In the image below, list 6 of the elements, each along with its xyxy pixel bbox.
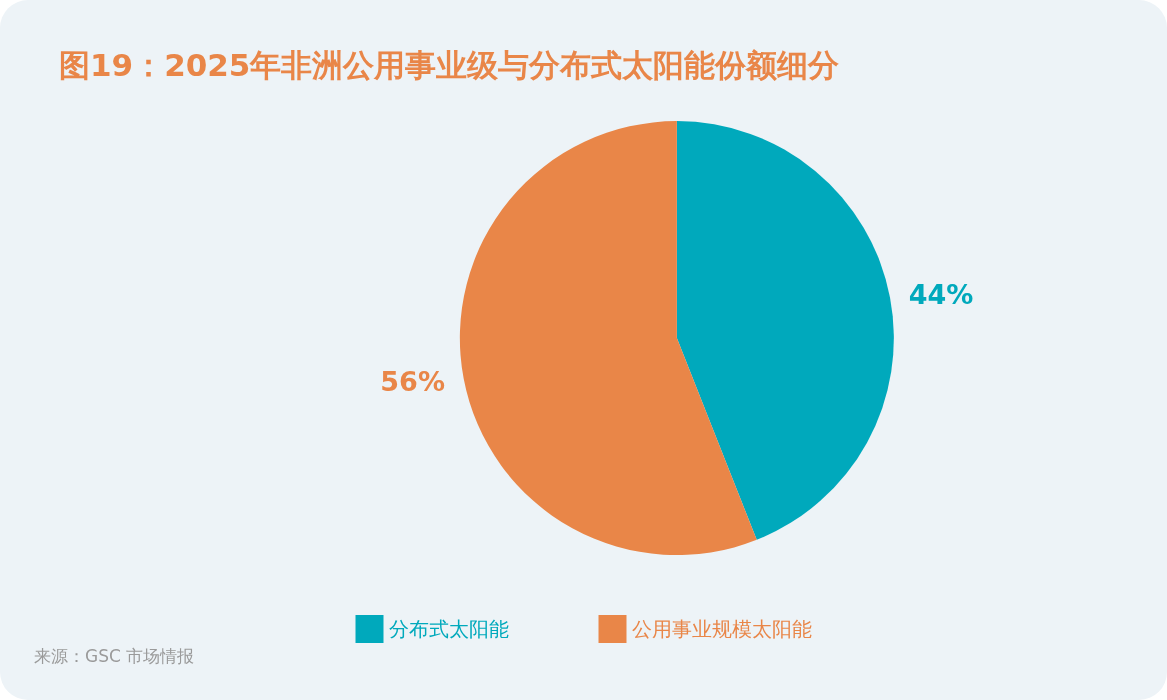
legend-label: 公用事业规模太阳能 <box>631 617 812 641</box>
legend-label: 分布式太阳能 <box>388 617 509 641</box>
source-note: 来源：GSC 市场情报 <box>34 645 195 666</box>
data-label: 44% <box>908 279 974 311</box>
chart-title: 图19：2025年非洲公用事业级与分布式太阳能份额细分 <box>59 46 840 83</box>
data-label: 56% <box>380 365 445 397</box>
